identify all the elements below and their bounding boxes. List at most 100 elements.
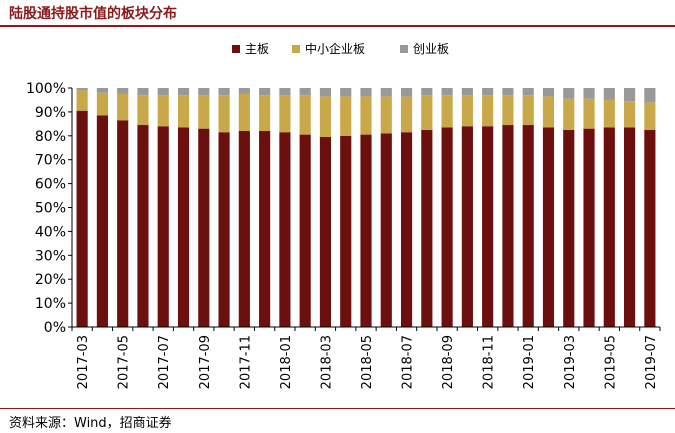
bar-segment [421,95,433,130]
legend-swatch [232,45,240,53]
bar-segment [563,129,575,327]
bar-segment [461,95,473,127]
y-axis: 0% 10% 20% 30% 40% 50% 60% 70% 80% 90% 100% [26,81,73,336]
bar-segment [400,132,413,327]
bar-segment [583,88,595,99]
bar-segment [421,129,433,327]
y-tick-label: 90% [35,105,66,121]
bar-segment [137,125,149,327]
y-tick-label: 30% [35,248,66,264]
title-divider [0,25,675,27]
x-axis: 2017-03 2017-05 2017-07 2017-09 2017-11 2018-… [71,326,661,389]
bar-segment [624,101,636,128]
y-tick-label: 0% [44,320,66,336]
bar-segment [644,102,656,130]
bar-segment [461,126,473,328]
bar-segment [218,132,230,327]
bar-segment [441,127,453,327]
x-tick-label: 2017-05 [117,335,132,389]
x-tick-label: 2017-07 [157,335,172,389]
bar-segment [340,135,352,327]
bar-segment [198,88,210,96]
bar-segment [299,88,311,96]
bar-segment [238,131,250,327]
x-tick-label: 2018-05 [360,335,375,389]
bar-segment [624,88,636,102]
x-tick-label: 2019-05 [603,335,618,389]
y-tick-label: 80% [35,129,66,145]
bar-segment [279,95,291,133]
bar-segment [644,129,656,327]
bar-segment [117,120,129,327]
legend-swatch [400,45,408,53]
bar-segment [177,127,190,327]
bar-segment [96,88,108,93]
bar-segment [400,88,413,97]
bar-segment [96,115,108,327]
bar-segment [563,98,575,130]
bar-segment [238,93,250,132]
bar-segment [299,95,311,135]
bar-segment [380,96,392,134]
source-divider [0,408,675,409]
x-tick-label: 2018-03 [319,335,334,389]
bar-segment [502,125,514,327]
legend-swatch [292,45,300,53]
bar-segment [157,95,169,127]
bar-segment [177,88,190,96]
y-tick-label: 40% [35,224,66,240]
bar-segment [421,88,433,96]
bar-segment [259,88,271,96]
bar-segment [461,88,473,96]
y-tick-label: 10% [35,296,66,312]
x-tick-label: 2017-03 [76,335,91,389]
bar-segment [482,126,494,328]
bar-segment [157,126,169,328]
x-tick-label: 2019-01 [522,335,537,389]
y-tick-label: 100% [26,81,66,97]
bar-segment [157,88,169,96]
bar-segment [279,88,291,96]
bar-segment [259,131,271,327]
x-tick-label: 2018-07 [401,335,416,389]
bar-segment [380,133,392,327]
x-tick-label: 2018-01 [279,335,294,389]
bar-segment [299,134,311,327]
x-tick-label: 2018-11 [482,335,497,389]
bar-segment [218,88,230,96]
bar-segment [563,88,575,99]
bar-segment [360,134,372,327]
bar-segment [502,95,514,126]
bar-segment [542,127,555,327]
bar-segment [522,125,534,327]
bar-segment [542,88,555,97]
bar-segment [117,88,129,94]
bar-segment [603,127,615,327]
legend-label: 中小企业板 [305,41,365,56]
bar-segment [117,93,129,121]
bar-segment [441,88,453,96]
bar-segment [76,88,88,91]
bar-segment [76,110,88,327]
x-tick-label: 2017-11 [238,335,253,389]
bar-segment [76,90,88,111]
bar-segment [644,88,656,103]
bar-segment [319,96,332,137]
bar-segment [522,88,534,96]
bar-segment [279,132,291,327]
y-tick-label: 70% [35,153,66,169]
bar-segment [603,88,615,100]
bar-segment [624,127,636,327]
bars [76,88,656,328]
x-tick-label: 2018-09 [441,335,456,389]
x-tick-label: 2019-07 [644,335,659,389]
page-title: 陆股通持股市值的板块分布 [9,6,177,22]
bar-segment [238,88,250,94]
x-tick-label: 2019-03 [563,335,578,389]
bar-segment [137,95,149,126]
bar-segment [198,128,210,327]
bar-segment [502,88,514,96]
legend-label: 创业板 [413,42,449,56]
legend: 主板 中小企业板 创业板 [232,41,449,56]
bar-segment [542,96,555,128]
